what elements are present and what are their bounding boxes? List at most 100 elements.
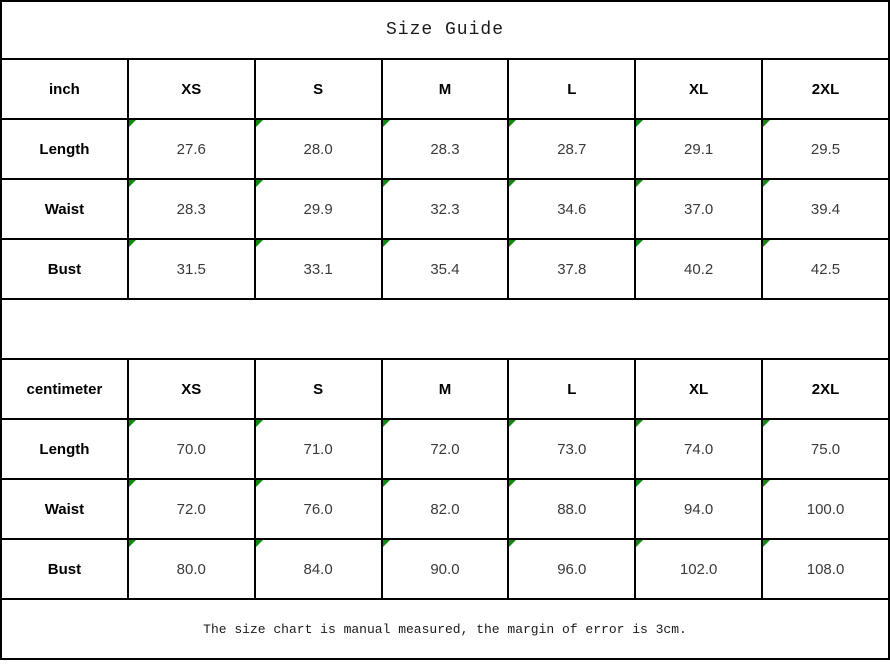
value-cell: 29.5 — [761, 118, 890, 180]
cell-value: 75.0 — [810, 440, 841, 458]
cell-flag-triangle-icon — [256, 481, 263, 487]
page-title: Size Guide — [0, 0, 890, 60]
value-cell: 71.0 — [253, 418, 383, 480]
row-label-waist: Waist — [0, 478, 129, 540]
column-header-2xl: 2XL — [761, 358, 890, 420]
value-cell: 39.4 — [761, 178, 890, 240]
cell-flag-triangle-icon — [383, 241, 390, 247]
cell-value: 27.6 — [176, 140, 206, 158]
footer-note: The size chart is manual measured, the m… — [0, 598, 890, 660]
cell-flag-triangle-icon — [256, 421, 263, 427]
cell-value: 40.2 — [684, 260, 714, 278]
unit-header-inch: inch — [0, 58, 129, 120]
value-cell: 74.0 — [634, 418, 764, 480]
cell-value: 84.0 — [303, 560, 333, 578]
value-cell: 29.1 — [634, 118, 764, 180]
row-label-length: Length — [0, 118, 129, 180]
value-cell: 73.0 — [507, 418, 637, 480]
cell-flag-triangle-icon — [764, 121, 771, 127]
title-row: Size Guide — [0, 0, 890, 60]
cell-value: 100.0 — [806, 500, 845, 518]
cell-value: 74.0 — [684, 440, 714, 458]
cell-flag-triangle-icon — [383, 421, 390, 427]
value-cell: 102.0 — [634, 538, 764, 600]
cell-flag-triangle-icon — [256, 541, 263, 547]
cell-flag-triangle-icon — [637, 121, 644, 127]
column-header-m: M — [380, 58, 510, 120]
value-cell: 72.0 — [380, 418, 510, 480]
cell-value: 29.9 — [303, 200, 333, 218]
cell-value: 108.0 — [806, 560, 845, 578]
column-header-2xl: 2XL — [761, 58, 890, 120]
cell-flag-triangle-icon — [637, 481, 644, 487]
cell-flag-triangle-icon — [764, 421, 771, 427]
cell-value: 73.0 — [557, 440, 587, 458]
cell-value: 102.0 — [679, 560, 718, 578]
value-cell: 28.0 — [253, 118, 383, 180]
cell-flag-triangle-icon — [764, 541, 771, 547]
cell-value: 28.0 — [303, 140, 333, 158]
cell-flag-triangle-icon — [256, 241, 263, 247]
cell-flag-triangle-icon — [510, 541, 517, 547]
column-header-xs: XS — [126, 358, 256, 420]
cell-value: 35.4 — [430, 260, 460, 278]
value-cell: 28.7 — [507, 118, 637, 180]
value-cell: 96.0 — [507, 538, 637, 600]
cell-flag-triangle-icon — [383, 181, 390, 187]
footer-row: The size chart is manual measured, the m… — [0, 598, 890, 660]
value-cell: 90.0 — [380, 538, 510, 600]
cell-flag-triangle-icon — [129, 181, 136, 187]
row-label-waist: Waist — [0, 178, 129, 240]
value-cell: 40.2 — [634, 238, 764, 300]
value-cell: 29.9 — [253, 178, 383, 240]
cell-flag-triangle-icon — [383, 541, 390, 547]
cell-value: 37.0 — [684, 200, 714, 218]
cell-value: 71.0 — [303, 440, 333, 458]
cell-value: 72.0 — [176, 500, 206, 518]
table-row: Waist 72.0 76.0 82.0 88.0 94.0 100.0 — [0, 478, 890, 540]
column-header-s: S — [253, 58, 383, 120]
value-cell: 28.3 — [380, 118, 510, 180]
unit-header-centimeter: centimeter — [0, 358, 129, 420]
cell-value: 37.8 — [557, 260, 587, 278]
column-header-l: L — [507, 358, 637, 420]
cell-flag-triangle-icon — [129, 541, 136, 547]
value-cell: 80.0 — [126, 538, 256, 600]
cell-flag-triangle-icon — [637, 421, 644, 427]
table-row: Length 27.6 28.0 28.3 28.7 29.1 29.5 — [0, 118, 890, 180]
cell-value: 88.0 — [557, 500, 587, 518]
cell-value: 70.0 — [176, 440, 206, 458]
value-cell: 27.6 — [126, 118, 256, 180]
cell-flag-triangle-icon — [637, 241, 644, 247]
cell-value: 90.0 — [430, 560, 460, 578]
value-cell: 72.0 — [126, 478, 256, 540]
centimeter-header-row: centimeter XS S M L XL 2XL — [0, 358, 890, 420]
value-cell: 28.3 — [126, 178, 256, 240]
cell-value: 42.5 — [810, 260, 841, 278]
cell-value: 76.0 — [303, 500, 333, 518]
cell-flag-triangle-icon — [510, 181, 517, 187]
cell-flag-triangle-icon — [510, 421, 517, 427]
row-label-bust: Bust — [0, 538, 129, 600]
column-header-s: S — [253, 358, 383, 420]
spacer-row — [0, 298, 890, 360]
cell-flag-triangle-icon — [764, 241, 771, 247]
value-cell: 32.3 — [380, 178, 510, 240]
value-cell: 34.6 — [507, 178, 637, 240]
column-header-xs: XS — [126, 58, 256, 120]
value-cell: 76.0 — [253, 478, 383, 540]
table-row: Length 70.0 71.0 72.0 73.0 74.0 75.0 — [0, 418, 890, 480]
value-cell: 82.0 — [380, 478, 510, 540]
inch-header-row: inch XS S M L XL 2XL — [0, 58, 890, 120]
value-cell: 42.5 — [761, 238, 890, 300]
row-label-length: Length — [0, 418, 129, 480]
cell-value: 28.7 — [557, 140, 587, 158]
cell-value: 28.3 — [176, 200, 206, 218]
cell-value: 72.0 — [430, 440, 460, 458]
column-header-xl: XL — [634, 58, 764, 120]
table-row: Bust 80.0 84.0 90.0 96.0 102.0 108.0 — [0, 538, 890, 600]
cell-flag-triangle-icon — [256, 181, 263, 187]
cell-flag-triangle-icon — [129, 241, 136, 247]
